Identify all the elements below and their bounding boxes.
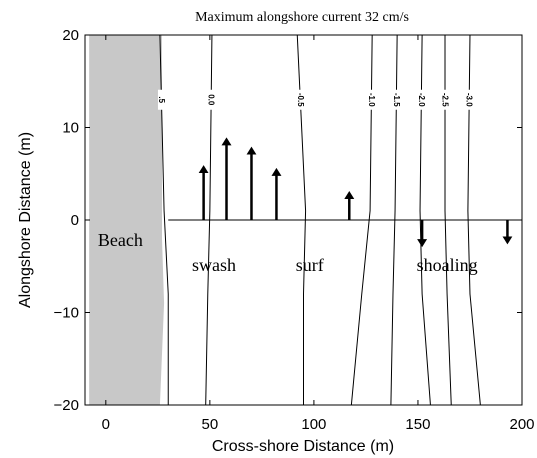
contour-line [467, 35, 481, 405]
x-tick-label: 0 [102, 416, 110, 433]
contour-line [419, 35, 431, 405]
contour-label: 0.0 [207, 94, 216, 106]
beach-area [89, 35, 165, 405]
contour-label: -0.5 [296, 93, 305, 107]
x-axis-label: Cross-shore Distance (m) [212, 438, 394, 455]
contour-label-bg [157, 89, 165, 110]
contour-label-bg [207, 89, 215, 110]
contour-label-bg [417, 89, 425, 110]
region-label: shoaling [417, 255, 478, 275]
y-tick-label: 20 [62, 27, 79, 44]
contour-label-bg [296, 89, 304, 110]
y-tick-label: 10 [62, 120, 79, 137]
contour-line [444, 35, 452, 405]
contour-label: -3.0 [465, 93, 474, 107]
contour-label: .5 [157, 96, 166, 103]
region-label: surf [296, 255, 324, 275]
y-tick-label: 0 [71, 212, 79, 229]
axes: 0 50 100 150 200 −20 −10 0 10 20 [54, 27, 535, 433]
plot-area: Beach .5 0.0 -0.5 -1.0 -1.5 -2.0 -2.5 -3.0 swash s… [89, 35, 522, 405]
y-axis-label: Alongshore Distance (m) [17, 132, 34, 308]
region-label: swash [192, 255, 236, 275]
contour-label: -1.5 [392, 93, 401, 107]
contour-line [205, 35, 213, 405]
contour-label: -2.0 [417, 93, 426, 107]
contour-label-bg [441, 89, 449, 110]
contour-line [350, 35, 373, 405]
contour-label: -2.5 [441, 93, 450, 107]
contour-line [159, 35, 169, 405]
contour-label: -1.0 [367, 93, 376, 107]
chart-title: Maximum alongshore current 32 cm/s [195, 10, 409, 25]
contour-label-bg [392, 89, 400, 110]
beach-label: Beach [98, 230, 143, 250]
x-tick-label: 100 [301, 416, 326, 433]
y-tick-label: −10 [54, 305, 79, 322]
contour-label-bg [367, 89, 375, 110]
contour-label-bg [465, 89, 473, 110]
y-tick-label: −20 [54, 397, 79, 414]
x-tick-label: 150 [405, 416, 430, 433]
x-tick-label: 200 [509, 416, 534, 433]
x-tick-label: 50 [202, 416, 219, 433]
contour-line [390, 35, 398, 405]
contour-line [296, 35, 307, 405]
